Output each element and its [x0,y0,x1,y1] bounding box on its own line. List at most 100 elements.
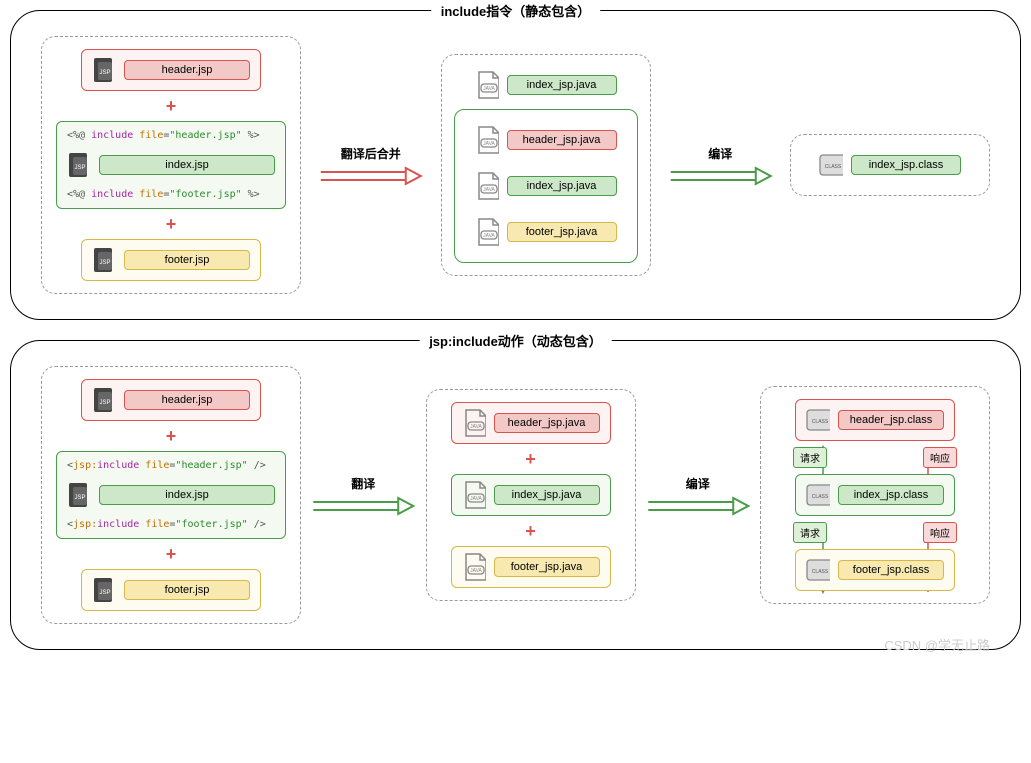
svg-text:JAVA: JAVA [483,233,495,239]
s2-left-group: JSP header.jsp + <jsp:include file="head… [41,366,301,624]
file-label: index_jsp.class [851,155,961,175]
file-label: footer.jsp [124,580,250,600]
arrow-icon [661,166,781,186]
req-label: 请求 [793,522,827,543]
svg-text:JAVA: JAVA [483,86,495,92]
s1-mid-footer: JAVA footer_jsp.java [475,214,617,250]
class-icon: CLASS [819,151,843,179]
panel-title-2: jsp:include动作（动态包含） [419,331,612,350]
file-label: header_jsp.java [494,413,600,433]
class-icon: CLASS [806,481,830,509]
file-label: index_jsp.java [494,485,600,505]
s1-header-label: header.jsp [124,60,250,80]
req-label: 请求 [793,447,827,468]
s1-index-inner: JSP index.jsp [67,147,275,183]
arrow-icon [311,496,416,516]
java-icon: JAVA [462,553,486,581]
svg-text:JSP: JSP [74,495,85,501]
s1-index-box: <%@ include file="header.jsp" %> JSP ind… [56,121,286,209]
section1-row: JSP header.jsp + <%@ include file="heade… [41,36,990,294]
jsp-icon: JSP [92,576,116,604]
s1-left-group: JSP header.jsp + <%@ include file="heade… [41,36,301,294]
svg-text:CLASS: CLASS [825,164,842,170]
s2-code1: <jsp:include file="header.jsp" /> [67,460,275,471]
static-include-panel: include指令（静态包含） JSP header.jsp + <%@ inc… [10,10,1021,320]
s1-header-box: JSP header.jsp [81,49,261,91]
file-label: index_jsp.class [838,485,944,505]
jsp-icon: JSP [67,151,91,179]
plus-icon: + [166,545,177,563]
s2-index-box: <jsp:include file="header.jsp" /> JSP in… [56,451,286,539]
resp-label: 响应 [923,522,957,543]
svg-text:JSP: JSP [99,70,110,76]
s1-arrow2: 编译 [661,145,781,186]
file-label: footer_jsp.class [838,560,944,580]
svg-text:JSP: JSP [99,590,110,596]
s2-arrow1: 翻译 [311,475,416,516]
s2-mid-index: JAVA index_jsp.java [451,474,611,516]
s1-mid-header: JAVA header_jsp.java [475,122,617,158]
s2-right-group: CLASS header_jsp.class 请求 响应 CLASS index… [760,386,990,604]
svg-text:CLASS: CLASS [812,569,829,575]
class-icon: CLASS [806,406,830,434]
svg-text:JSP: JSP [74,165,85,171]
panel-title-1: include指令（静态包含） [431,1,601,20]
class-icon: CLASS [806,556,830,584]
section2-row: JSP header.jsp + <jsp:include file="head… [41,366,990,624]
labels-row-2: 请求 响应 [773,522,977,543]
plus-icon: + [525,522,536,540]
plus-icon: + [166,97,177,115]
svg-text:JAVA: JAVA [470,424,482,430]
svg-text:CLASS: CLASS [812,419,829,425]
java-icon: JAVA [462,409,486,437]
jsp-icon: JSP [92,246,116,274]
file-label: header_jsp.class [838,410,944,430]
file-label: footer_jsp.java [494,557,600,577]
s1-index-label: index.jsp [99,155,275,175]
plus-icon: + [166,215,177,233]
plus-icon: + [166,427,177,445]
java-icon: JAVA [475,172,499,200]
svg-text:JAVA: JAVA [483,141,495,147]
resp-label: 响应 [923,447,957,468]
s1-mid-index: JAVA index_jsp.java [475,168,617,204]
arrow-icon [311,166,431,186]
s2-arrow2: 编译 [646,475,751,516]
labels-row-1: 请求 响应 [773,447,977,468]
watermark: CSDN @学无止路 [884,635,990,654]
s2-right-header: CLASS header_jsp.class [795,399,955,441]
s2-code2: <jsp:include file="footer.jsp" /> [67,519,275,530]
s1-footer-label: footer.jsp [124,250,250,270]
svg-text:JAVA: JAVA [470,568,482,574]
java-icon: JAVA [475,126,499,154]
s1-code2: <%@ include file="footer.jsp" %> [67,189,275,200]
s2-mid-header: JAVA header_jsp.java [451,402,611,444]
plus-icon: + [525,450,536,468]
dynamic-include-panel: jsp:include动作（动态包含） JSP header.jsp + <js… [10,340,1021,650]
s2-mid-footer: JAVA footer_jsp.java [451,546,611,588]
java-icon: JAVA [475,71,499,99]
s1-footer-box: JSP footer.jsp [81,239,261,281]
s1-arrow1: 翻译后合并 [311,145,431,186]
jsp-icon: JSP [67,481,91,509]
file-label: header_jsp.java [507,130,617,150]
svg-text:JSP: JSP [99,260,110,266]
file-label: index.jsp [99,485,275,505]
java-icon: JAVA [462,481,486,509]
s2-right-footer: CLASS footer_jsp.class [795,549,955,591]
s2-right-index: CLASS index_jsp.class [795,474,955,516]
s2-footer-box: JSP footer.jsp [81,569,261,611]
svg-text:JAVA: JAVA [483,187,495,193]
jsp-icon: JSP [92,386,116,414]
file-label: header.jsp [124,390,250,410]
s1-mid-top-label: index_jsp.java [507,75,617,95]
s2-mid-group: JAVA header_jsp.java + JAVA index_jsp.ja… [426,389,636,601]
s2-header-box: JSP header.jsp [81,379,261,421]
jsp-icon: JSP [92,56,116,84]
file-label: index_jsp.java [507,176,617,196]
s1-java-group: JAVA header_jsp.java JAVA index_jsp.java… [454,109,638,263]
svg-text:JAVA: JAVA [470,496,482,502]
s1-mid-top: JAVA index_jsp.java [475,67,617,103]
s1-mid-group: JAVA index_jsp.java JAVA header_jsp.java… [441,54,651,276]
svg-text:JSP: JSP [99,400,110,406]
